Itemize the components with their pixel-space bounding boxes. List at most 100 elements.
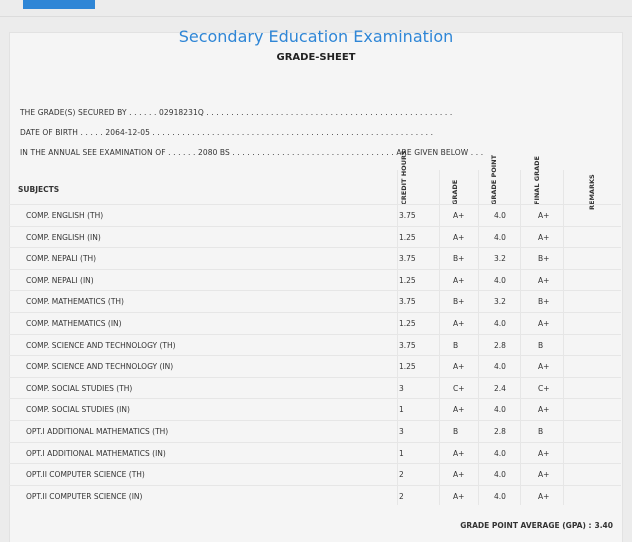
subject-cell: OPT.II COMPUTER SCIENCE (IN): [26, 491, 143, 501]
column-divider: [478, 170, 479, 505]
grade-point-cell: 2.8: [494, 427, 506, 436]
final-grade-cell: B+: [538, 254, 550, 264]
grade-point-cell: 4.0: [494, 448, 506, 458]
subject-cell: COMP. NEPALI (TH): [26, 254, 97, 264]
final-grade-cell: A+: [538, 211, 550, 220]
table-row: OPT.II COMPUTER SCIENCE (IN) 2 A+ 4.0 A+: [9, 484, 621, 507]
grade-cell: B+: [453, 297, 465, 307]
final-grade-cell: A+: [538, 319, 550, 328]
grade-point-cell: 4.0: [494, 491, 506, 501]
grade-cell: A+: [453, 319, 465, 328]
credit-hours-cell: 1: [399, 448, 404, 458]
grade-point-cell: 4.0: [494, 211, 506, 220]
grade-point-cell: 4.0: [494, 470, 506, 480]
subject-cell: OPT.I ADDITIONAL MATHEMATICS (TH): [26, 427, 169, 436]
grade-point-cell: 3.2: [494, 297, 506, 307]
grade-cell: A+: [453, 232, 465, 242]
grade-sheet-heading: GRADE-SHEET: [276, 52, 356, 63]
table-row: COMP. MATHEMATICS (TH) 3.75 B+ 3.2 B+: [9, 290, 621, 312]
grade-cell: A+: [453, 405, 465, 415]
final-grade-cell: A+: [538, 405, 550, 415]
table-row: COMP. NEPALI (TH) 3.75 B+ 3.2 B+: [9, 247, 621, 269]
secured-by-line: THE GRADE(S) SECURED BY . . . . . . 0291…: [20, 108, 453, 117]
subject-cell: COMP. ENGLISH (TH): [26, 211, 104, 220]
credit-hours-cell: 3.75: [399, 340, 416, 350]
grade-point-cell: 4.0: [494, 275, 506, 285]
grade-point-cell: 4.0: [494, 232, 506, 242]
final-grade-cell: A+: [538, 491, 550, 501]
column-divider: [563, 170, 564, 505]
annual-exam-line: IN THE ANNUAL SEE EXAMINATION OF . . . .…: [20, 148, 484, 157]
grade-point-cell: 3.2: [494, 254, 506, 264]
grade-cell: B+: [453, 254, 465, 264]
subject-cell: COMP. SOCIAL STUDIES (IN): [26, 405, 130, 415]
subject-cell: COMP. SOCIAL STUDIES (TH): [26, 383, 133, 393]
credit-hours-cell: 1.25: [399, 232, 416, 242]
final-grade-cell: C+: [538, 383, 550, 393]
final-grade-cell: A+: [538, 362, 550, 372]
credit-hours-cell: 1: [399, 405, 404, 415]
final-grade-cell: A+: [538, 470, 550, 480]
grade-cell: C+: [453, 383, 465, 393]
grade-cell: A+: [453, 211, 465, 220]
table-row: COMP. MATHEMATICS (IN) 1.25 A+ 4.0 A+: [9, 312, 621, 334]
final-grade-cell: A+: [538, 232, 550, 242]
grade-point-cell: 4.0: [494, 319, 506, 328]
final-grade-cell: B: [538, 427, 544, 436]
credit-hours-cell: 1.25: [399, 319, 416, 328]
credit-hours-cell: 2: [399, 491, 404, 501]
grade-point-header: GRADE POINT: [490, 154, 498, 205]
table-row: OPT.I ADDITIONAL MATHEMATICS (TH) 3 B 2.8 B: [9, 420, 621, 442]
subject-cell: OPT.I ADDITIONAL MATHEMATICS (IN): [26, 448, 166, 458]
table-row: COMP. ENGLISH (TH) 3.75 A+ 4.0 A+: [9, 204, 621, 226]
table-row: COMP. SCIENCE AND TECHNOLOGY (TH) 3.75 B 2.…: [9, 333, 621, 356]
subject-cell: OPT.II COMPUTER SCIENCE (TH): [26, 470, 145, 480]
table-row: OPT.II COMPUTER SCIENCE (TH) 2 A+ 4.0 A+: [9, 463, 621, 485]
credit-hours-cell: 3.75: [399, 211, 416, 220]
gpa-label: GRADE POINT AVERAGE (GPA) :: [460, 521, 592, 530]
grade-cell: B: [453, 340, 459, 350]
table-row: OPT.I ADDITIONAL MATHEMATICS (IN) 1 A+ 4.0 A…: [9, 441, 621, 464]
subject-cell: COMP. MATHEMATICS (IN): [26, 319, 122, 328]
credit-hours-cell: 3.75: [399, 254, 416, 264]
dob-line: DATE OF BIRTH . . . . . 2064-12-05 . . .…: [20, 128, 434, 137]
grade-cell: B: [453, 427, 459, 436]
credit-hours-cell: 3.75: [399, 297, 416, 307]
gpa-value: 3.40: [594, 521, 613, 530]
credit-hours-cell: 3: [399, 383, 404, 393]
table-row: COMP. SOCIAL STUDIES (IN) 1 A+ 4.0 A+: [9, 398, 621, 420]
grade-cell: A+: [453, 448, 465, 458]
subject-cell: COMP. ENGLISH (IN): [26, 232, 101, 242]
final-grade-cell: B+: [538, 297, 550, 307]
table-row: COMP. NEPALI (IN) 1.25 A+ 4.0 A+: [9, 268, 621, 291]
subject-cell: COMP. SCIENCE AND TECHNOLOGY (IN): [26, 362, 174, 372]
column-divider: [439, 170, 440, 505]
grade-point-cell: 2.8: [494, 340, 506, 350]
table-row: COMP. SCIENCE AND TECHNOLOGY (IN) 1.25 A+ 4…: [9, 355, 621, 377]
credit-hours-cell: 2: [399, 470, 404, 480]
grade-cell: A+: [453, 362, 465, 372]
final-grade-cell: B: [538, 340, 544, 350]
top-divider: [0, 16, 632, 17]
grade-header: GRADE: [451, 179, 459, 205]
column-divider: [397, 170, 398, 505]
subject-cell: COMP. NEPALI (IN): [26, 275, 94, 285]
gpa-summary: GRADE POINT AVERAGE (GPA) :3.40: [457, 521, 613, 530]
grade-cell: A+: [453, 275, 465, 285]
grade-point-cell: 4.0: [494, 405, 506, 415]
credit-hours-cell: 3: [399, 427, 404, 436]
grade-point-cell: 4.0: [494, 362, 506, 372]
grade-cell: A+: [453, 491, 465, 501]
subject-cell: COMP. MATHEMATICS (TH): [26, 297, 124, 307]
credit-hours-cell: 1.25: [399, 275, 416, 285]
subject-cell: COMP. SCIENCE AND TECHNOLOGY (TH): [26, 340, 176, 350]
column-divider: [520, 170, 521, 505]
final-grade-cell: A+: [538, 448, 550, 458]
table-row: COMP. ENGLISH (IN) 1.25 A+ 4.0 A+: [9, 225, 621, 248]
exam-title: Secondary Education Examination: [178, 27, 454, 46]
top-button[interactable]: [23, 0, 95, 9]
grade-cell: A+: [453, 470, 465, 480]
credit-hours-header: CREDIT HOURS: [400, 150, 408, 205]
credit-hours-cell: 1.25: [399, 362, 416, 372]
subjects-header: SUBJECTS: [18, 185, 60, 194]
